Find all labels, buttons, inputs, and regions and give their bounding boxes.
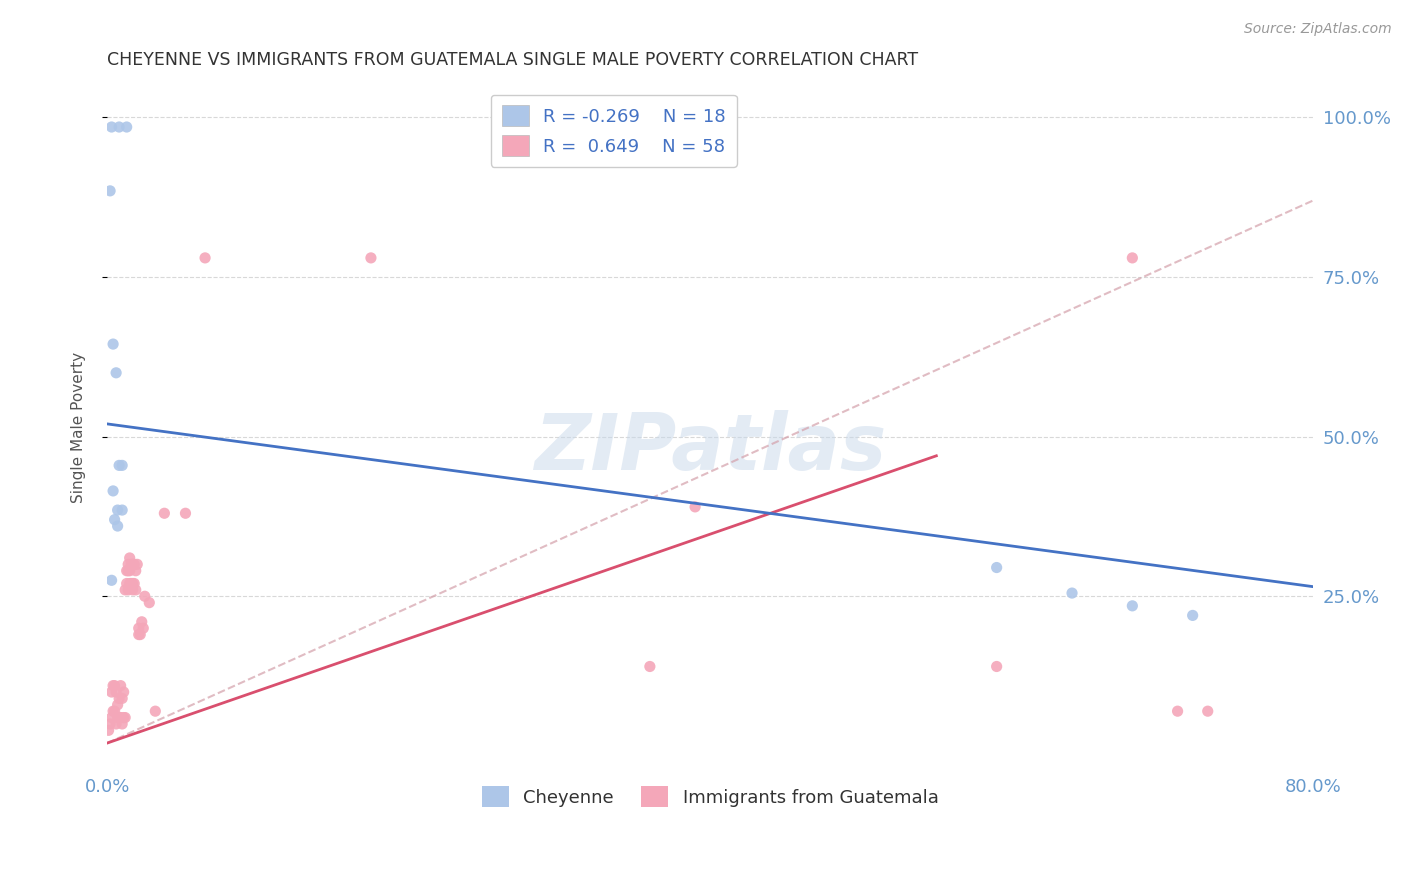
Point [1181,608,1204,623]
Point [105,366,128,380]
Point [143,704,166,718]
Point [129,627,152,641]
Point [114,710,136,724]
Point [111,717,134,731]
Point [1197,704,1219,718]
Point [117,564,139,578]
Point [111,458,134,473]
Legend: Cheyenne, Immigrants from Guatemala: Cheyenne, Immigrants from Guatemala [475,779,946,814]
Point [125,582,148,597]
Point [100,120,122,134]
Point [120,576,142,591]
Point [107,698,129,712]
Point [115,120,138,134]
Point [110,710,132,724]
Point [131,615,153,629]
Point [115,576,138,591]
Point [98,184,121,198]
Point [1060,586,1083,600]
Point [108,120,131,134]
Y-axis label: Single Male Poverty: Single Male Poverty [72,351,86,502]
Point [100,710,122,724]
Point [100,685,122,699]
Point [110,679,132,693]
Text: CHEYENNE VS IMMIGRANTS FROM GUATEMALA SINGLE MALE POVERTY CORRELATION CHART: CHEYENNE VS IMMIGRANTS FROM GUATEMALA SI… [107,51,918,69]
Point [100,574,122,588]
Point [104,679,127,693]
Point [105,685,128,699]
Text: ZIPatlas: ZIPatlas [534,409,886,485]
Point [114,582,136,597]
Point [107,710,129,724]
Point [125,564,148,578]
Point [112,710,135,724]
Point [117,582,139,597]
Point [122,576,145,591]
Point [101,337,124,351]
Point [194,251,217,265]
Point [101,483,124,498]
Point [101,704,124,718]
Point [117,558,139,572]
Point [108,710,131,724]
Point [128,627,150,641]
Point [108,458,131,473]
Point [118,551,141,566]
Point [118,564,141,578]
Point [115,564,138,578]
Point [1121,251,1143,265]
Point [153,506,176,520]
Point [120,558,142,572]
Point [128,621,150,635]
Point [127,558,149,572]
Point [121,582,143,597]
Point [112,685,135,699]
Point [108,691,131,706]
Point [97,723,120,738]
Point [360,251,382,265]
Point [111,503,134,517]
Point [1121,599,1143,613]
Point [174,506,197,520]
Point [134,589,156,603]
Point [1167,704,1189,718]
Point [118,576,141,591]
Point [121,576,143,591]
Point [986,560,1008,574]
Point [132,621,155,635]
Point [111,691,134,706]
Point [638,659,661,673]
Point [104,704,127,718]
Point [104,513,127,527]
Point [138,596,160,610]
Point [98,717,121,731]
Point [101,679,124,693]
Point [121,558,143,572]
Text: Source: ZipAtlas.com: Source: ZipAtlas.com [1244,22,1392,37]
Point [683,500,706,514]
Point [105,717,128,731]
Point [107,519,129,533]
Point [107,503,129,517]
Point [122,558,145,572]
Point [986,659,1008,673]
